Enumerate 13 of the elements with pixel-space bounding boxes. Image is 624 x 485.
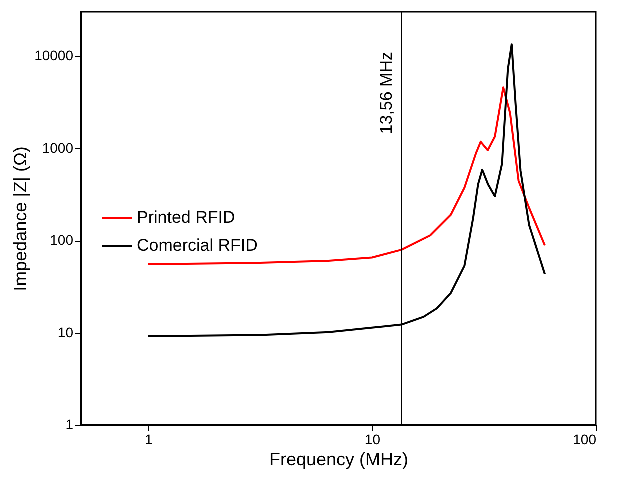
y-tick-label: 10 [58,324,74,340]
y-tick-label: 100 [50,232,74,248]
y-tick-label: 10000 [34,48,74,64]
y-tick-label: 1000 [42,140,74,156]
ref-line-label: 13,56 MHz [376,52,396,134]
y-tick-label: 1 [66,416,74,432]
x-tick-label: 10 [364,432,381,448]
y-axis-title: Impedance |Z| (Ω) [10,146,31,292]
legend-label: Printed RFID [137,208,236,227]
x-tick-label: 1 [144,432,153,448]
x-axis-title: Frequency (MHz) [269,450,409,470]
x-tick-label: 100 [573,432,597,448]
legend-label: Comercial RFID [137,236,258,255]
